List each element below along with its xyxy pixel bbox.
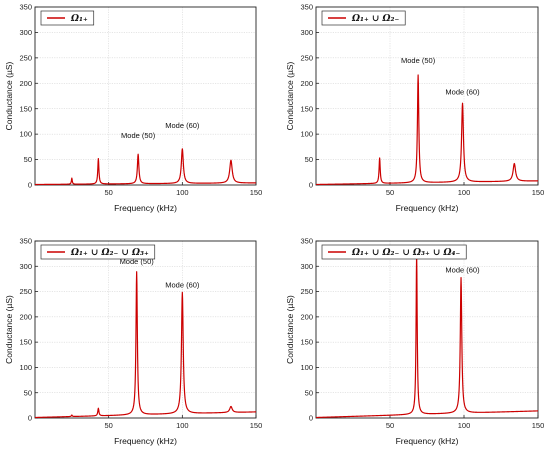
x-tick-label: 50 (104, 188, 112, 197)
x-tick-label: 100 (176, 188, 189, 197)
y-tick-label: 350 (19, 3, 32, 12)
y-tick-label: 0 (28, 414, 32, 423)
y-tick-label: 50 (305, 155, 313, 164)
legend-label: Ω₁₊ (70, 14, 88, 24)
x-tick-label: 50 (386, 188, 394, 197)
y-tick-label: 250 (300, 53, 313, 62)
plot-frame (34, 6, 257, 186)
y-tick-label: 150 (19, 104, 32, 113)
y-tick-label: 100 (300, 130, 313, 139)
x-axis-label: Frequency (kHz) (114, 436, 177, 446)
annotation-label: Mode (60) (445, 87, 480, 96)
y-axis-label: Conductance (µS) (285, 295, 295, 364)
y-tick-label: 350 (300, 237, 313, 246)
legend: Ω₁₊ (40, 10, 95, 26)
y-tick-label: 0 (309, 414, 313, 423)
y-axis-label: Conductance (µS) (4, 61, 14, 130)
x-tick-label: 150 (532, 188, 545, 197)
x-axis-label: Frequency (kHz) (114, 203, 177, 213)
series-line (34, 148, 257, 186)
legend: Ω₁₊ ∪ Ω₂₋ (321, 10, 406, 26)
legend-label: Ω₁₊ ∪ Ω₂₋ ∪ Ω₃₊ ∪ Ω₄₋ (351, 248, 460, 258)
x-tick-label: 100 (176, 421, 189, 430)
legend-box (40, 244, 156, 260)
y-tick-label: 150 (300, 338, 313, 347)
y-tick-label: 150 (19, 338, 32, 347)
x-tick-label: 100 (458, 421, 471, 430)
y-tick-label: 200 (300, 79, 313, 88)
series-line (315, 74, 539, 186)
x-tick-label: 100 (458, 188, 471, 197)
y-tick-label: 200 (19, 79, 32, 88)
plot-frame (315, 6, 539, 186)
y-tick-label: 250 (300, 287, 313, 296)
y-tick-label: 50 (24, 155, 32, 164)
annotation-label: Mode (50) (121, 131, 156, 140)
annotation-label: Mode (60) (165, 281, 200, 290)
y-tick-label: 200 (19, 312, 32, 321)
y-tick-label: 150 (300, 104, 313, 113)
series-line (34, 271, 257, 419)
y-tick-label: 200 (300, 312, 313, 321)
y-tick-label: 300 (19, 28, 32, 37)
y-tick-label: 350 (300, 3, 313, 12)
y-tick-label: 350 (19, 237, 32, 246)
y-tick-label: 0 (309, 181, 313, 190)
y-tick-label: 100 (19, 130, 32, 139)
plot-frame (34, 240, 257, 419)
x-axis-label: Frequency (kHz) (396, 436, 459, 446)
legend-box (321, 10, 406, 26)
y-tick-label: 100 (19, 363, 32, 372)
y-tick-label: 250 (19, 53, 32, 62)
legend-box (40, 10, 95, 26)
x-tick-label: 50 (104, 421, 112, 430)
x-tick-label: 150 (250, 421, 263, 430)
annotation-label: Mode (60) (165, 121, 200, 130)
x-tick-label: 150 (532, 421, 545, 430)
x-tick-label: 50 (386, 421, 394, 430)
y-axis-label: Conductance (µS) (4, 295, 14, 364)
y-tick-label: 300 (19, 262, 32, 271)
y-tick-label: 300 (300, 262, 313, 271)
y-tick-label: 50 (24, 388, 32, 397)
legend: Ω₁₊ ∪ Ω₂₋ ∪ Ω₃₊ ∪ Ω₄₋ (321, 244, 467, 260)
series-line (315, 253, 539, 419)
y-tick-label: 50 (305, 388, 313, 397)
y-tick-label: 250 (19, 287, 32, 296)
chart-panel-1: 0 50 100 150 200 250 300 350 50 100 150 Frequency (… (4, 3, 262, 213)
x-tick-label: 150 (250, 188, 263, 197)
annotation-label: Mode (50) (120, 257, 155, 266)
chart-panel-3: 0 50 100 150 200 250 300 350 50 100 150 Frequency (… (4, 237, 262, 446)
annotation-label: Mode (50) (401, 56, 436, 65)
x-axis-label: Frequency (kHz) (396, 203, 459, 213)
chart-panel-4: 0 50 100 150 200 250 300 350 50 100 150 Frequency (… (285, 237, 544, 446)
legend-label: Ω₁₊ ∪ Ω₂₋ (351, 14, 399, 24)
annotation-label: Mode (60) (445, 265, 480, 274)
y-tick-label: 300 (300, 28, 313, 37)
legend-box (321, 244, 467, 260)
legend: Ω₁₊ ∪ Ω₂₋ ∪ Ω₃₊ (40, 244, 156, 260)
chart-panel-2: 0 50 100 150 200 250 300 350 50 100 150 Frequency (… (285, 3, 544, 213)
legend-label: Ω₁₊ ∪ Ω₂₋ ∪ Ω₃₊ (70, 248, 149, 258)
y-axis-label: Conductance (µS) (285, 61, 295, 130)
plot-frame (315, 240, 539, 419)
y-tick-label: 0 (28, 181, 32, 190)
y-tick-label: 100 (300, 363, 313, 372)
